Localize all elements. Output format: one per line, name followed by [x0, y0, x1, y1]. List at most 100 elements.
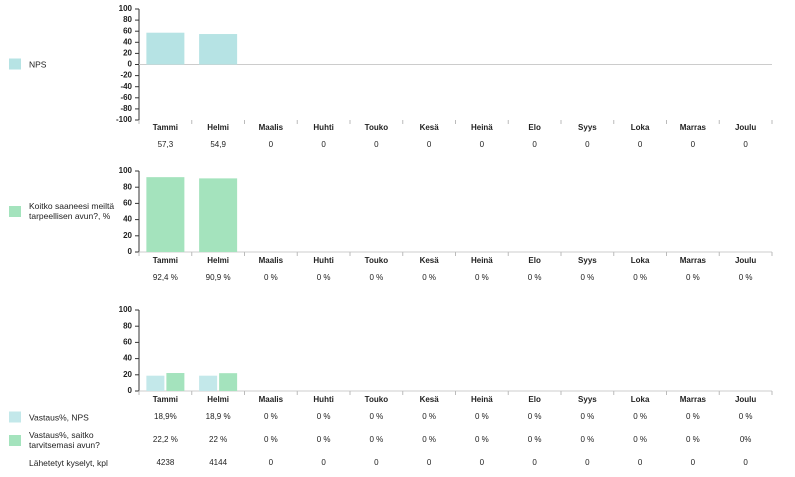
value-label: 0 % [686, 435, 700, 444]
table-value: 0 [691, 458, 696, 467]
x-tick-label: Loka [631, 123, 650, 132]
x-tick-label: Kesä [420, 395, 440, 404]
value-label: 0 % [264, 435, 278, 444]
y-tick-label: -80 [120, 104, 132, 113]
x-tick-label: Marras [680, 123, 707, 132]
value-label: 0 [374, 140, 379, 149]
value-label: 0 % [633, 435, 647, 444]
legend-entry: Vastaus%, saitko tarvitsemasi avun? [9, 430, 129, 450]
value-label: 0 % [633, 412, 647, 421]
value-label: 0 [427, 140, 432, 149]
y-tick-label: -100 [116, 115, 133, 124]
x-tick-label: Huhti [313, 123, 333, 132]
legend-label: Vastaus%, saitko tarvitsemasi avun? [29, 430, 100, 450]
value-label: 0 [691, 140, 696, 149]
bar [146, 32, 185, 65]
x-tick-label: Heinä [471, 256, 493, 265]
table-value: 4238 [156, 458, 174, 467]
table-value: 0 [532, 458, 537, 467]
value-label: 18,9% [154, 412, 177, 421]
legend-entry: Vastaus%, NPS [9, 411, 129, 423]
value-label: 22,2 % [153, 435, 178, 444]
table-value: 0 [585, 458, 590, 467]
bar [219, 373, 238, 391]
value-label: 0 % [422, 273, 436, 282]
value-label: 0 % [739, 273, 753, 282]
value-label: 54,9 [210, 140, 226, 149]
x-tick-label: Loka [631, 395, 650, 404]
y-tick-label: 100 [119, 305, 133, 314]
value-label: 0 % [369, 412, 383, 421]
x-tick-label: Loka [631, 256, 650, 265]
x-tick-label: Helmi [207, 395, 229, 404]
y-tick-label: -60 [120, 93, 132, 102]
y-tick-label: 60 [123, 338, 132, 347]
legend-entry: NPS [9, 58, 129, 70]
y-tick-label: 0 [128, 386, 133, 395]
value-label: 0 % [633, 273, 647, 282]
legend-label: Koitko saaneesi meiltä tarpeellisen avun… [29, 201, 115, 221]
value-label: 0 % [739, 412, 753, 421]
x-tick-label: Touko [365, 395, 389, 404]
y-tick-label: 80 [123, 182, 132, 191]
x-tick-label: Syys [578, 256, 597, 265]
value-label: 22 % [209, 435, 227, 444]
legend-swatch [9, 434, 21, 446]
value-label: 92,4 % [153, 273, 178, 282]
x-tick-label: Joulu [735, 123, 756, 132]
legend-label: Lähetetyt kyselyt, kpl [29, 458, 108, 468]
x-tick-label: Marras [680, 395, 707, 404]
x-tick-label: Tammi [153, 395, 178, 404]
y-tick-label: 60 [123, 199, 132, 208]
value-label: 0 [532, 140, 537, 149]
value-label: 0 % [528, 435, 542, 444]
table-value: 0 [638, 458, 643, 467]
value-label: 0% [740, 435, 752, 444]
legend-entry: Koitko saaneesi meiltä tarpeellisen avun… [9, 201, 129, 221]
x-tick-label: Maalis [259, 256, 284, 265]
y-tick-label: 40 [123, 37, 132, 46]
x-tick-label: Helmi [207, 123, 229, 132]
x-tick-label: Heinä [471, 395, 493, 404]
legend-entry: Lähetetyt kyselyt, kpl [9, 458, 149, 468]
value-label: 0 % [422, 412, 436, 421]
value-label: 0 % [528, 273, 542, 282]
x-tick-label: Syys [578, 123, 597, 132]
x-tick-label: Huhti [313, 395, 333, 404]
bar [146, 177, 185, 252]
value-label: 0 % [369, 435, 383, 444]
bar [199, 178, 238, 252]
table-value: 4144 [209, 458, 227, 467]
bar [146, 375, 165, 391]
value-label: 0 [585, 140, 590, 149]
legend-label: Vastaus%, NPS [29, 412, 89, 422]
value-label: 0 % [686, 273, 700, 282]
x-tick-label: Tammi [153, 123, 178, 132]
y-tick-label: 40 [123, 215, 132, 224]
value-label: 0 [638, 140, 643, 149]
legend-swatch [9, 58, 21, 70]
x-tick-label: Elo [528, 123, 541, 132]
value-label: 0 [321, 140, 326, 149]
value-label: 0 % [264, 412, 278, 421]
x-tick-label: Syys [578, 395, 597, 404]
x-tick-label: Joulu [735, 256, 756, 265]
x-tick-label: Elo [528, 395, 541, 404]
value-label: 18,9 % [206, 412, 231, 421]
value-label: 0 % [580, 273, 594, 282]
x-tick-label: Tammi [153, 256, 178, 265]
value-label: 0 % [580, 412, 594, 421]
y-tick-label: 0 [128, 247, 133, 256]
x-tick-label: Touko [365, 256, 389, 265]
table-value: 0 [321, 458, 326, 467]
value-label: 0 % [369, 273, 383, 282]
x-tick-label: Touko [365, 123, 389, 132]
x-tick-label: Heinä [471, 123, 493, 132]
y-tick-label: 20 [123, 231, 132, 240]
x-tick-label: Joulu [735, 395, 756, 404]
value-label: 0 % [475, 412, 489, 421]
y-tick-label: 0 [128, 60, 133, 69]
y-tick-label: 80 [123, 321, 132, 330]
